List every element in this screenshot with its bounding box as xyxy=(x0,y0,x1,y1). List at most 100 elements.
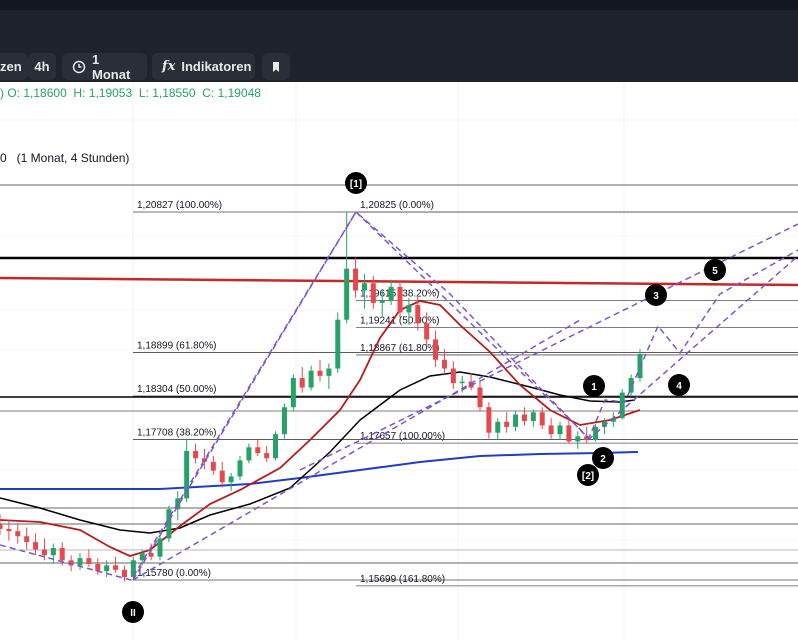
close-label: C: xyxy=(202,86,215,100)
range-button[interactable]: 1 Monat xyxy=(62,52,147,82)
fib-left-label-3: 1,17708 (38.20%) xyxy=(137,427,217,438)
candle-body xyxy=(299,378,305,388)
candle-body xyxy=(619,392,625,419)
candle-body xyxy=(406,305,412,313)
fib-right-label-3: 1,18867 (61.80%) xyxy=(360,343,440,354)
wave-text: [1] xyxy=(350,179,362,190)
wave-text: 2 xyxy=(600,454,606,465)
candle-body xyxy=(628,378,634,393)
candle-body xyxy=(24,536,30,543)
indicators-button[interactable]: fx Indikatoren xyxy=(152,53,255,80)
candle-body xyxy=(504,421,510,427)
candle-body xyxy=(246,447,252,461)
wave-badge xyxy=(122,601,144,623)
top-window-bar xyxy=(0,0,798,10)
wave-label-3: 2 xyxy=(592,447,614,469)
candle-body xyxy=(353,268,359,291)
candle-body xyxy=(59,547,65,561)
candle-body xyxy=(450,368,456,384)
clock-icon xyxy=(72,60,86,74)
close-value: 1,19048 xyxy=(217,86,261,100)
open-label: O: xyxy=(7,86,21,100)
candle-body xyxy=(33,542,39,550)
series-legend: 0 (1 Monat, 4 Stunden) xyxy=(0,151,130,165)
channel-line-c xyxy=(355,211,589,438)
wave-label-6: 4 xyxy=(668,374,690,396)
candle-body xyxy=(193,450,199,459)
channel-lower xyxy=(587,255,798,441)
candle-body xyxy=(513,414,519,427)
candle-body xyxy=(397,286,403,313)
candle-body xyxy=(424,323,430,340)
candle-body xyxy=(264,453,270,459)
price-chart[interactable]: 1,20827 (100.00%) 1,18899 (61.80%) 1,18304… xyxy=(0,82,798,640)
candle-body xyxy=(415,305,421,324)
candle-body xyxy=(104,565,110,572)
candle-body xyxy=(15,531,21,537)
ohlc-readout: ) O: 1,18600 H: 1,19053 L: 1,18550 C: 1,… xyxy=(0,86,261,100)
wave-badge xyxy=(704,259,726,281)
candle-body xyxy=(255,447,261,454)
candle-body xyxy=(584,436,590,441)
wave-text: II xyxy=(130,608,136,619)
ma-black-line xyxy=(0,371,636,534)
fib-left-label-0: 1,20827 (100.00%) xyxy=(137,200,222,211)
channel-line-b xyxy=(132,319,581,581)
wave-text: 1 xyxy=(591,382,597,393)
candle-body xyxy=(433,339,439,360)
candle-body xyxy=(50,547,56,556)
wave-badge xyxy=(668,374,690,396)
candle-body xyxy=(557,425,563,435)
candle-body xyxy=(139,553,145,561)
wave-badge xyxy=(345,172,367,194)
candle-body xyxy=(273,434,279,459)
candle-body xyxy=(566,425,572,442)
wave-badge xyxy=(577,464,599,486)
wave-label-5: 3 xyxy=(645,284,667,306)
chart-type-button[interactable]: zen xyxy=(0,53,28,80)
candle-body xyxy=(184,450,190,499)
wave-text: [2] xyxy=(582,471,594,482)
wave-badge xyxy=(583,375,605,397)
wave-badge xyxy=(592,447,614,469)
bookmark-button[interactable] xyxy=(262,53,290,80)
candle-body xyxy=(148,553,154,557)
wave-label-7: 5 xyxy=(704,259,726,281)
high-label: H: xyxy=(73,86,86,100)
candle-body xyxy=(468,381,474,388)
ohlc-prefix: ) xyxy=(0,86,4,100)
candle-body xyxy=(201,458,207,462)
candle-body xyxy=(530,412,536,422)
candle-body xyxy=(610,418,616,422)
candle-body xyxy=(166,509,172,539)
indicators-label: Indikatoren xyxy=(181,59,252,74)
candle-body xyxy=(388,286,394,301)
ma-blue-line xyxy=(0,451,639,490)
fib-right-label-2: 1,19241 (50.00%) xyxy=(360,316,440,327)
candle-body xyxy=(441,359,447,369)
candle-body xyxy=(41,549,47,556)
fib-right-label-4: 1,17657 (100.00%) xyxy=(360,431,445,442)
candle-body xyxy=(575,436,581,442)
candle-body xyxy=(68,560,74,566)
fib-left-label-2: 1,18304 (50.00%) xyxy=(137,384,217,395)
wave-text: 3 xyxy=(653,291,659,302)
ma-red-line xyxy=(0,300,641,557)
candle-body xyxy=(495,421,501,433)
candle-body xyxy=(601,421,607,427)
interval-button[interactable]: 4h xyxy=(28,53,56,80)
candle-body xyxy=(344,268,350,320)
candle-body xyxy=(228,476,234,483)
candle-body xyxy=(95,563,101,572)
low-label: L: xyxy=(138,86,149,100)
wave-text: 4 xyxy=(676,381,682,392)
fib-right-label-0: 1,20825 (0.00%) xyxy=(360,200,434,211)
fib-right-label-5: 1,15699 (161.80%) xyxy=(360,574,445,585)
candle-body xyxy=(113,565,119,570)
open-value: 1,18600 xyxy=(23,86,67,100)
bookmark-icon xyxy=(271,61,281,73)
candle-body xyxy=(290,378,296,408)
candle-body xyxy=(326,368,332,376)
candle-body xyxy=(317,370,323,376)
wave-label-1: II xyxy=(122,601,144,623)
